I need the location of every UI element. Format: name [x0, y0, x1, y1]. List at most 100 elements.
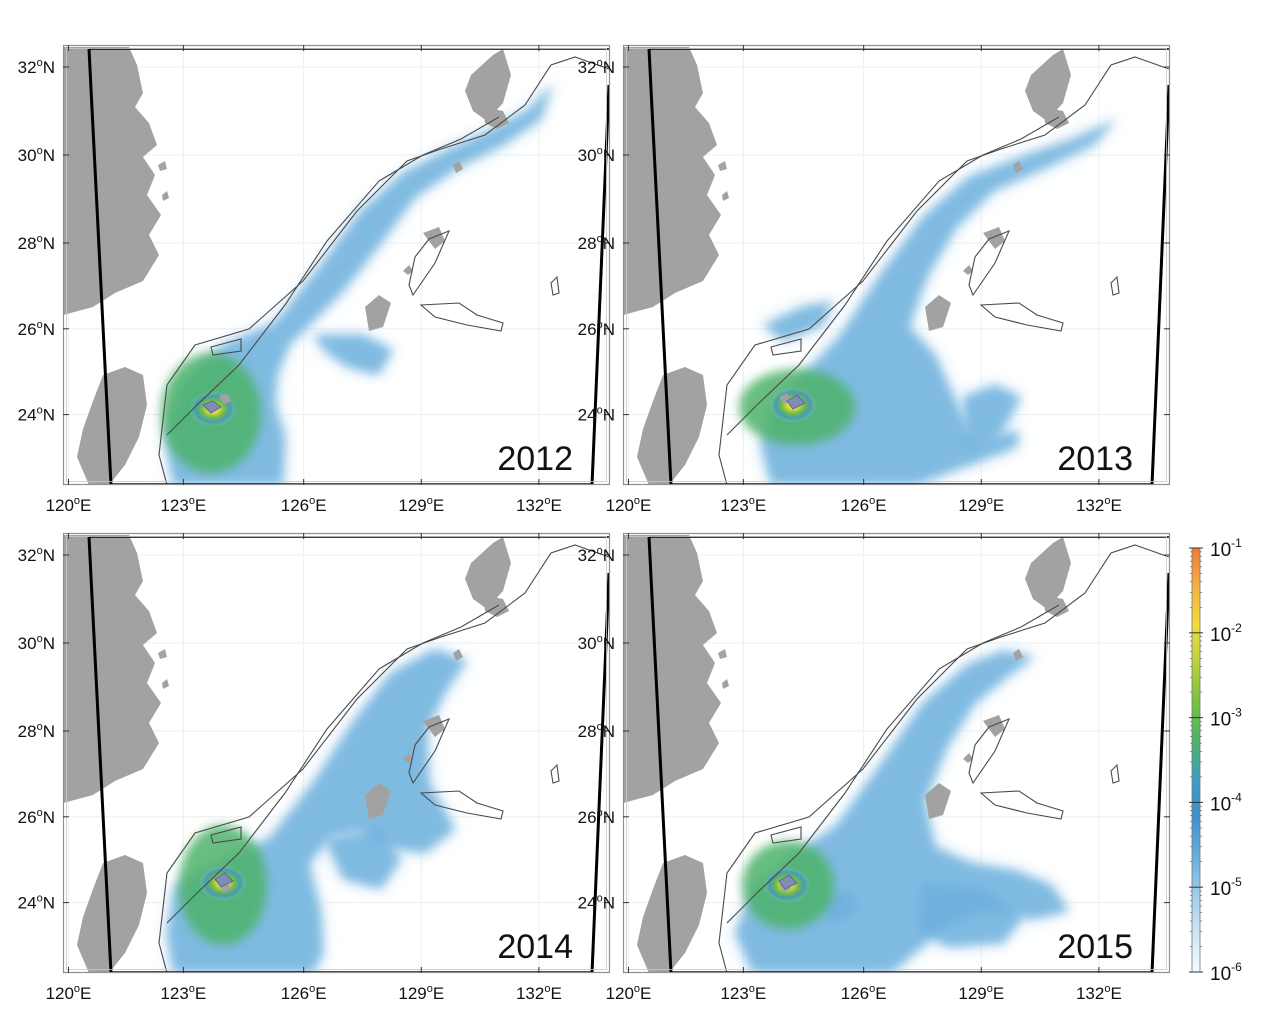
lat-label: 26oN	[18, 319, 55, 339]
source-marker	[786, 394, 806, 410]
domain-boundary-left	[87, 536, 113, 973]
depth-contour	[968, 717, 1011, 785]
depth-contour	[718, 544, 1170, 973]
lon-label: 120oE	[46, 495, 92, 515]
depth-contour	[419, 302, 504, 332]
map-panel: 2012 32oN 30oN 28oN 26oN 24oN 120oE 123oE 126oE 1…	[18, 44, 611, 515]
concentration-plume	[963, 385, 1021, 447]
depth-contour	[770, 338, 802, 356]
land-mass	[1043, 595, 1069, 617]
year-label: 2013	[1057, 440, 1133, 478]
lon-label: 132oE	[516, 495, 562, 515]
land-mass	[963, 753, 973, 763]
land-mass	[403, 753, 413, 763]
lat-label: 30oN	[18, 633, 55, 653]
lat-label: 28oN	[578, 721, 615, 741]
depth-contour	[968, 229, 1011, 297]
land-mass	[1013, 161, 1023, 173]
land-mass	[637, 855, 707, 973]
lon-label: 126oE	[841, 983, 887, 1003]
land-mass	[77, 855, 147, 973]
land-mass	[637, 367, 707, 485]
land-mass	[162, 679, 169, 689]
land-mass	[423, 227, 445, 249]
lat-label: 32oN	[578, 545, 615, 565]
lat-label: 26oN	[578, 807, 615, 827]
lon-label: 126oE	[281, 495, 327, 515]
depth-contour	[158, 544, 610, 973]
lon-label: 126oE	[281, 983, 327, 1003]
year-label: 2015	[1057, 928, 1133, 966]
land-mass	[365, 295, 391, 331]
lat-label: 26oN	[578, 319, 615, 339]
land-mass	[483, 107, 509, 129]
depth-contour	[718, 56, 1170, 485]
lon-label: 120oE	[606, 983, 652, 1003]
depth-contour	[419, 790, 504, 820]
land-mass	[718, 161, 727, 171]
land-mass	[983, 227, 1005, 249]
depth-contour	[158, 56, 610, 485]
colorbar-label: 10-5	[1210, 875, 1242, 900]
depth-contour	[979, 302, 1064, 332]
land-mass	[63, 47, 161, 315]
concentration-plume	[165, 83, 553, 485]
panel-inner-frame	[626, 48, 1167, 482]
land-mass	[403, 265, 413, 275]
panel-frame	[62, 532, 611, 974]
land-mass	[453, 161, 463, 173]
depth-contour	[726, 116, 1060, 436]
land-mass	[722, 679, 729, 689]
map-panel: 2013 32oN 30oN 28oN 26oN 24oN 120oE 123oE 126oE 1…	[578, 44, 1171, 515]
depth-contour	[726, 604, 1060, 924]
domain-boundary-left	[87, 48, 113, 485]
lon-label: 123oE	[160, 495, 206, 515]
land-mass	[925, 295, 951, 331]
lon-label: 129oE	[958, 983, 1004, 1003]
colorbar: 10-1 10-2 10-3 10-4 10-5 10-6	[1189, 536, 1242, 985]
lat-label: 30oN	[578, 633, 615, 653]
land-mass	[1013, 649, 1023, 661]
lat-label: 28oN	[18, 721, 55, 741]
source-marker	[202, 400, 222, 414]
colorbar-label: 10-3	[1210, 706, 1242, 731]
map-panel: 2014 32oN 30oN 28oN 26oN 24oN 120oE 123oE 126oE 1…	[18, 532, 611, 1003]
lat-label: 28oN	[18, 233, 55, 253]
depth-contour	[408, 229, 451, 297]
panel-inner-frame	[66, 48, 607, 482]
lat-label: 28oN	[578, 233, 615, 253]
colorbar-label: 10-1	[1210, 536, 1242, 561]
land-mass	[483, 595, 509, 617]
depth-contour	[166, 116, 500, 436]
lon-label: 129oE	[398, 983, 444, 1003]
lon-label: 132oE	[1076, 495, 1122, 515]
lon-label: 120oE	[606, 495, 652, 515]
map-content	[63, 533, 610, 973]
land-mass	[925, 783, 951, 819]
lon-label: 123oE	[720, 983, 766, 1003]
land-mass	[77, 367, 147, 485]
concentration-plume	[763, 301, 833, 341]
panel-inner-frame	[626, 536, 1167, 970]
lat-label: 26oN	[18, 807, 55, 827]
domain-boundary-left	[647, 536, 673, 973]
depth-contour	[210, 826, 242, 844]
land-mass	[365, 783, 391, 819]
year-label: 2014	[497, 928, 573, 966]
lat-label: 24oN	[578, 405, 615, 425]
depth-contour	[550, 275, 560, 296]
concentration-plume	[313, 335, 393, 375]
land-mass	[219, 393, 231, 404]
land-mass	[465, 537, 511, 609]
land-mass	[453, 649, 463, 661]
land-mass	[623, 535, 721, 803]
land-mass	[63, 535, 161, 803]
depth-contour	[770, 826, 802, 844]
land-mass	[423, 715, 445, 737]
land-mass	[722, 191, 729, 201]
depth-contour	[1110, 275, 1120, 296]
concentration-plume	[325, 829, 401, 889]
lat-label: 24oN	[578, 893, 615, 913]
land-mass	[465, 49, 511, 121]
land-mass	[1025, 537, 1071, 609]
